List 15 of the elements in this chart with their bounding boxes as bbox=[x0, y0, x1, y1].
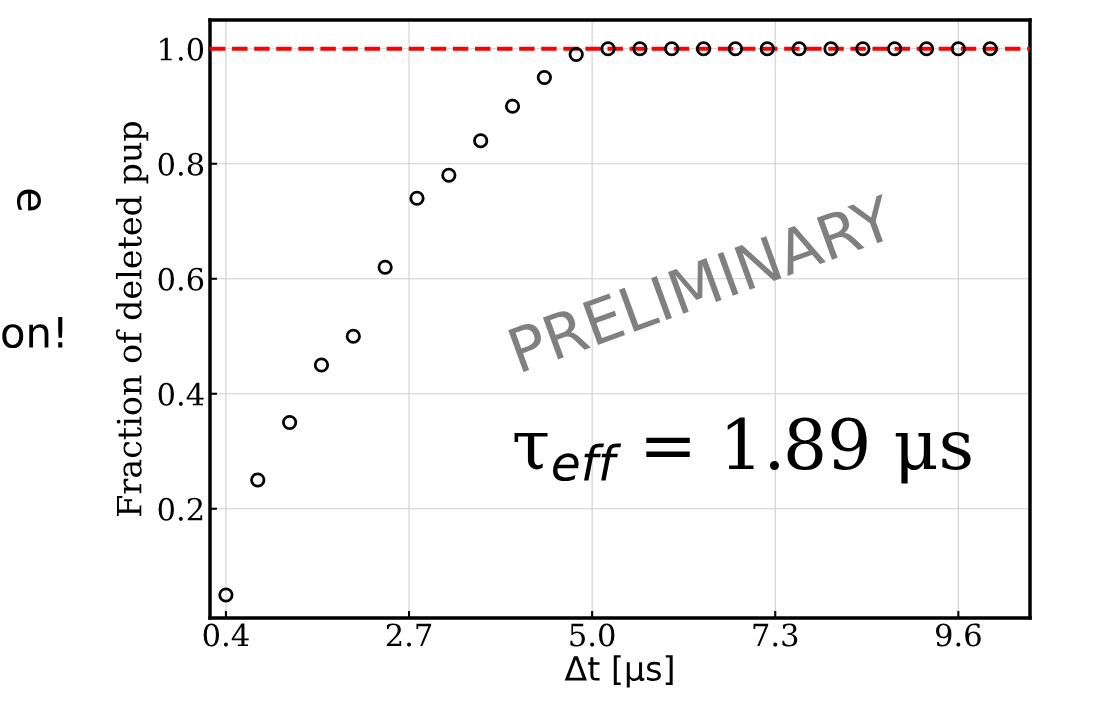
y-tick-label: 0.2 bbox=[158, 497, 203, 521]
annotation: τ$_{eff}$ = 1.89 μs bbox=[514, 417, 971, 484]
y-tick-label: 0.6 bbox=[158, 267, 204, 291]
x-axis-title: Δt [μs] bbox=[564, 655, 673, 688]
x-tick-label: 7.3 bbox=[753, 623, 798, 647]
y-axis-title: Fraction of deleted pup bbox=[115, 121, 149, 516]
y-tick-label: 0.8 bbox=[158, 152, 204, 176]
y-tick-label: 1.0 bbox=[160, 37, 204, 61]
x-tick-label: 9.6 bbox=[935, 623, 981, 647]
y-tick-label: 0.4 bbox=[158, 382, 204, 406]
x-tick-label: 0.4 bbox=[203, 623, 249, 647]
text: on! bbox=[2, 317, 63, 349]
text: e bbox=[17, 189, 41, 211]
x-tick-label: 5.0 bbox=[570, 623, 615, 647]
x-tick-label: 2.7 bbox=[386, 623, 432, 647]
